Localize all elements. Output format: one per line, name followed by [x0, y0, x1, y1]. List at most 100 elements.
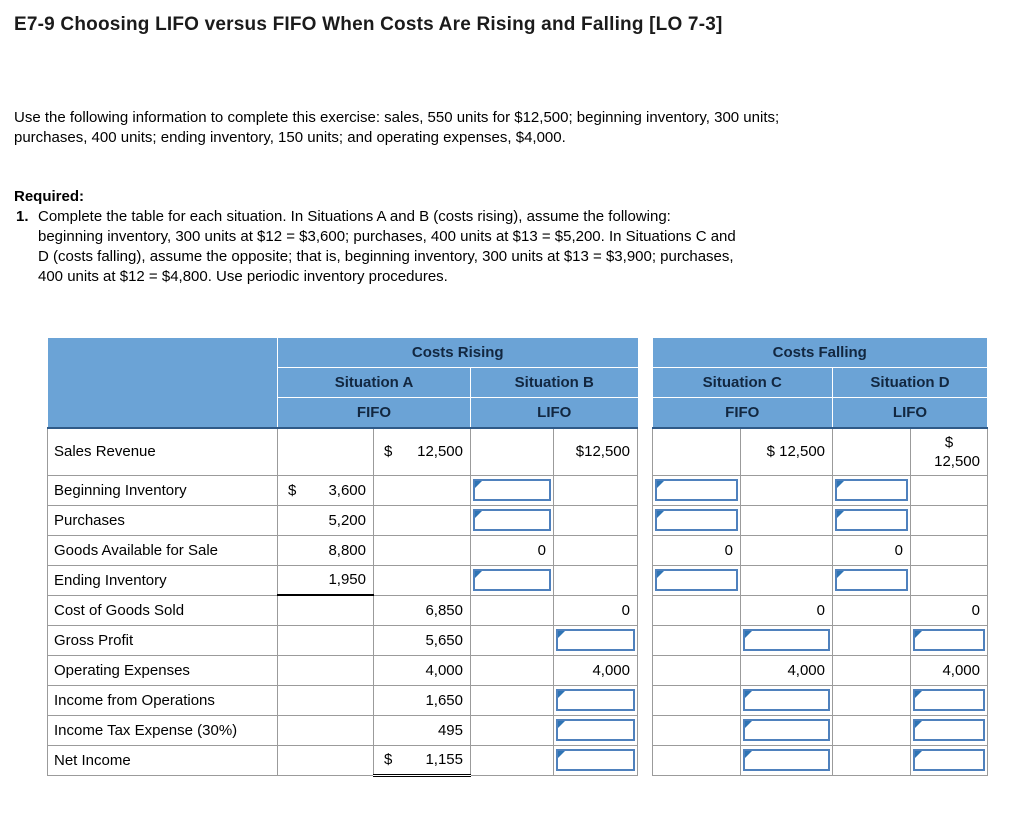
- currency-symbol: $: [384, 443, 393, 460]
- requirement-number: 1.: [16, 208, 29, 225]
- answer-input-d-income-from-operations[interactable]: [913, 689, 985, 711]
- answer-input-d-net-income[interactable]: [913, 749, 985, 771]
- answer-input-d-beginning-inventory[interactable]: [835, 479, 908, 501]
- answer-input-b-gross-profit[interactable]: [556, 629, 635, 651]
- amount: 1,155: [425, 751, 463, 768]
- row-goods-available: Goods Available for Sale 8,800 0 0 0: [47, 534, 988, 566]
- group-header-costs-falling: Costs Falling: [652, 337, 988, 368]
- intro-text: Use the following information to complet…: [14, 109, 780, 146]
- answer-input-c-income-from-operations[interactable]: [743, 689, 830, 711]
- row-label: Operating Expenses: [47, 654, 278, 686]
- answer-input-b-purchases[interactable]: [473, 509, 551, 531]
- value-a-cogs: 6,850: [373, 594, 471, 626]
- answer-input-b-income-from-operations[interactable]: [556, 689, 635, 711]
- value-d-sales-revenue: $ 12,500: [910, 427, 988, 476]
- row-label: Income from Operations: [47, 684, 278, 716]
- column-gap: [637, 535, 653, 565]
- situation-c-header: Situation C: [652, 367, 833, 398]
- value-a-ending-inventory: 1,950: [277, 564, 374, 596]
- row-label: Purchases: [47, 504, 278, 536]
- answer-input-b-beginning-inventory[interactable]: [473, 479, 551, 501]
- row-income-from-operations: Income from Operations 1,650: [47, 684, 988, 716]
- value-a-operating-expenses: 4,000: [373, 654, 471, 686]
- currency-symbol: $: [384, 751, 393, 768]
- currency-symbol: $: [288, 481, 297, 499]
- row-beginning-inventory: Beginning Inventory $3,600: [47, 474, 988, 506]
- amount: 12,500: [417, 443, 463, 460]
- answer-input-d-gross-profit[interactable]: [913, 629, 985, 651]
- row-ending-inventory: Ending Inventory 1,950: [47, 564, 988, 596]
- answer-input-c-ending-inventory[interactable]: [655, 569, 738, 591]
- value-a-net-income: $1,155: [373, 744, 471, 777]
- answer-input-b-net-income[interactable]: [556, 749, 635, 771]
- value-a-income-tax: 495: [373, 714, 471, 746]
- header-situation-row: Situation A Situation B Situation C Situ…: [48, 367, 988, 398]
- row-income-tax-expense: Income Tax Expense (30%) 495: [47, 714, 988, 746]
- value-d-operating-expenses: 4,000: [910, 654, 988, 686]
- amount: 12,500: [934, 452, 980, 470]
- answer-input-c-gross-profit[interactable]: [743, 629, 830, 651]
- column-gap: [637, 505, 653, 535]
- exercise-table: Costs Rising Costs Falling Situation A S…: [47, 337, 988, 777]
- row-cost-of-goods-sold: Cost of Goods Sold 6,850 0 0 0: [47, 594, 988, 626]
- column-gap: [637, 595, 653, 625]
- currency-symbol: $: [944, 433, 954, 451]
- method-a-header: FIFO: [277, 397, 471, 429]
- column-gap: [637, 565, 653, 595]
- answer-input-c-beginning-inventory[interactable]: [655, 479, 738, 501]
- group-gap: [637, 337, 653, 428]
- answer-input-b-income-tax[interactable]: [556, 719, 635, 741]
- column-gap: [637, 685, 653, 715]
- value-b-cogs: 0: [553, 594, 638, 626]
- row-purchases: Purchases 5,200: [47, 504, 988, 536]
- required-label: Required:: [14, 188, 85, 205]
- answer-input-c-net-income[interactable]: [743, 749, 830, 771]
- answer-input-d-income-tax[interactable]: [913, 719, 985, 741]
- value-b-sales-revenue: $12,500: [553, 427, 638, 476]
- row-label: Ending Inventory: [47, 564, 278, 596]
- column-gap: [637, 625, 653, 655]
- header-method-row: FIFO LIFO FIFO LIFO: [48, 397, 988, 429]
- situation-a-header: Situation A: [277, 367, 471, 398]
- answer-input-d-purchases[interactable]: [835, 509, 908, 531]
- situation-b-header: Situation B: [470, 367, 638, 398]
- column-gap: [637, 475, 653, 505]
- requirement-text: Complete the table for each situation. I…: [38, 208, 736, 285]
- method-c-header: FIFO: [652, 397, 833, 429]
- corner-cell: [47, 337, 278, 429]
- answer-input-b-ending-inventory[interactable]: [473, 569, 551, 591]
- method-b-header: LIFO: [470, 397, 638, 429]
- requirement-item: 1. Complete the table for each situation…: [14, 207, 1010, 287]
- answer-input-c-purchases[interactable]: [655, 509, 738, 531]
- value-c-sales-revenue: $ 12,500: [740, 427, 833, 476]
- row-sales-revenue: Sales Revenue $12,500 $12,500 $ 12,500 $…: [47, 427, 988, 476]
- column-gap: [637, 715, 653, 745]
- row-label: Beginning Inventory: [47, 474, 278, 506]
- row-operating-expenses: Operating Expenses 4,000 4,000 4,000 4,0…: [47, 654, 988, 686]
- value-a-goods-available: 8,800: [277, 534, 374, 566]
- header-group-row: Costs Rising Costs Falling: [47, 337, 988, 429]
- page-title: E7-9 Choosing LIFO versus FIFO When Cost…: [14, 14, 723, 35]
- column-gap: [637, 427, 653, 475]
- answer-input-d-ending-inventory[interactable]: [835, 569, 908, 591]
- value-b-goods-available: 0: [470, 534, 554, 566]
- method-d-header: LIFO: [832, 397, 988, 429]
- value-d-cogs: 0: [910, 594, 988, 626]
- row-label: Cost of Goods Sold: [47, 594, 278, 626]
- row-label: Income Tax Expense (30%): [47, 714, 278, 746]
- value-a-sales-revenue: $12,500: [373, 427, 471, 476]
- row-gross-profit: Gross Profit 5,650: [47, 624, 988, 656]
- column-gap: [637, 745, 653, 775]
- value-a-purchases: 5,200: [277, 504, 374, 536]
- value-b-operating-expenses: 4,000: [553, 654, 638, 686]
- value-c-goods-available: 0: [652, 534, 741, 566]
- situation-d-header: Situation D: [832, 367, 988, 398]
- column-gap: [637, 655, 653, 685]
- group-header-costs-rising: Costs Rising: [277, 337, 638, 368]
- value-c-operating-expenses: 4,000: [740, 654, 833, 686]
- answer-input-c-income-tax[interactable]: [743, 719, 830, 741]
- row-label: Sales Revenue: [47, 427, 278, 476]
- row-label: Net Income: [47, 744, 278, 776]
- value-d-goods-available: 0: [832, 534, 911, 566]
- value-a-income-from-operations: 1,650: [373, 684, 471, 716]
